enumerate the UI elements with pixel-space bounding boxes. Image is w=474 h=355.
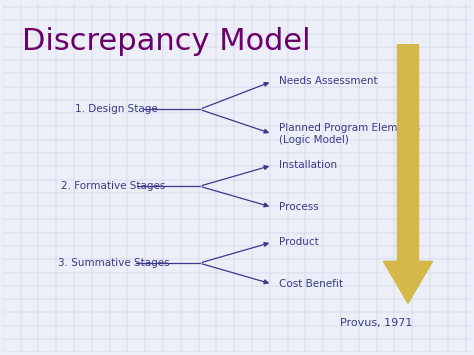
Text: Process: Process xyxy=(279,202,319,212)
Text: Cost Benefit: Cost Benefit xyxy=(279,279,343,289)
Text: 3. Summative Stages: 3. Summative Stages xyxy=(58,258,170,268)
Text: 2. Formative Stages: 2. Formative Stages xyxy=(61,181,166,191)
FancyArrow shape xyxy=(383,45,433,303)
Text: Provus, 1971: Provus, 1971 xyxy=(340,318,412,328)
Text: Installation: Installation xyxy=(279,160,337,170)
Text: Planned Program Elements
(Logic Model): Planned Program Elements (Logic Model) xyxy=(279,122,420,145)
Text: Discrepancy Model: Discrepancy Model xyxy=(21,27,310,56)
Text: Product: Product xyxy=(279,237,319,247)
Text: 1. Design Stage: 1. Design Stage xyxy=(75,104,158,114)
Text: Needs Assessment: Needs Assessment xyxy=(279,76,378,86)
